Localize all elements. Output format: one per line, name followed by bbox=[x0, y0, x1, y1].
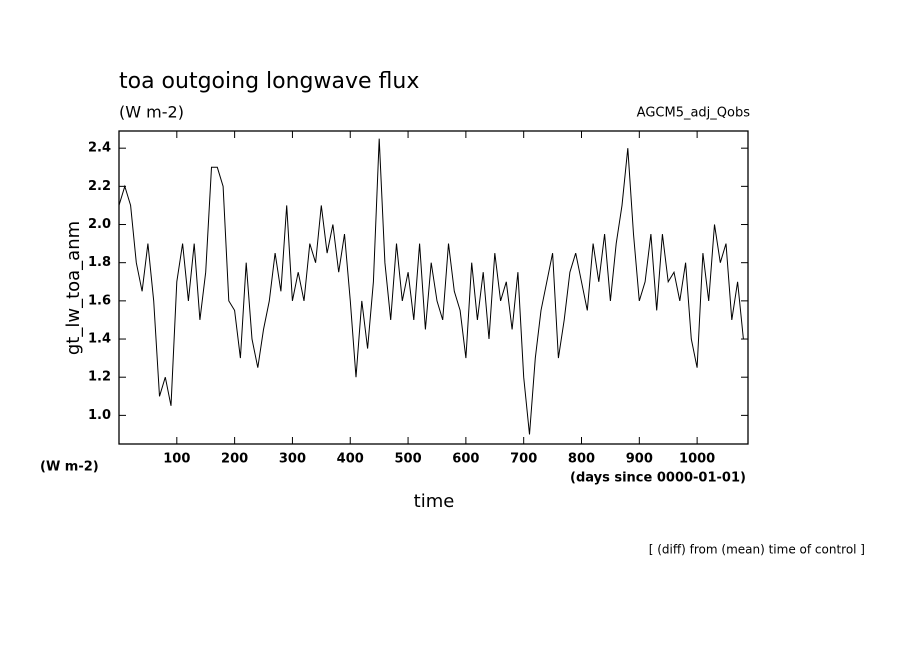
x-tick-label: 1000 bbox=[679, 452, 715, 467]
y-axis-label: gt_lw_toa_anm bbox=[63, 221, 84, 355]
x-tick-label: 500 bbox=[394, 452, 421, 467]
y-tick-label: 2.2 bbox=[88, 179, 111, 194]
x-tick-label: 900 bbox=[626, 452, 653, 467]
y-units: (W m-2) bbox=[40, 460, 99, 475]
plot-frame bbox=[118, 130, 749, 445]
x-tick-label: 300 bbox=[279, 452, 306, 467]
x-units: (days since 0000-01-01) bbox=[570, 471, 746, 486]
y-tick-label: 1.8 bbox=[88, 255, 111, 270]
x-axis-label: time bbox=[414, 491, 455, 512]
y-tick-label: 2.4 bbox=[88, 141, 111, 156]
x-tick-label: 800 bbox=[568, 452, 595, 467]
x-tick-label: 400 bbox=[337, 452, 364, 467]
footnote: [ (diff) from (mean) time of control ] bbox=[649, 543, 865, 557]
experiment-label: AGCM5_adj_Qobs bbox=[637, 106, 751, 121]
x-tick-label: 200 bbox=[221, 452, 248, 467]
x-tick-label: 100 bbox=[163, 452, 190, 467]
y-tick-label: 1.0 bbox=[88, 408, 111, 423]
subtitle: (W m-2) bbox=[119, 103, 184, 122]
data-line bbox=[118, 138, 744, 435]
y-tick-label: 1.2 bbox=[88, 370, 111, 385]
chart-title: toa outgoing longwave flux bbox=[119, 69, 419, 94]
x-tick-label: 600 bbox=[452, 452, 479, 467]
y-tick-label: 1.6 bbox=[88, 293, 111, 308]
x-tick-label: 700 bbox=[510, 452, 537, 467]
y-tick-label: 1.4 bbox=[88, 332, 111, 347]
y-tick-label: 2.0 bbox=[88, 217, 111, 232]
